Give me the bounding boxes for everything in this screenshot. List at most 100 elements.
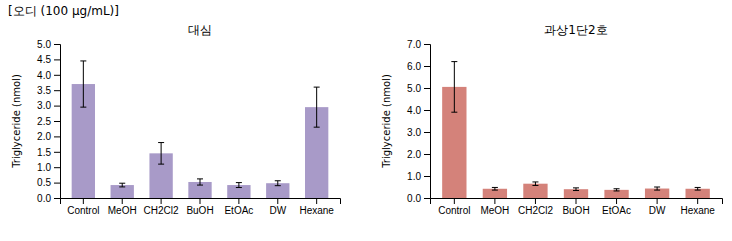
- y-tick-mark: [424, 198, 430, 199]
- error-bar-cap: [314, 87, 320, 88]
- x-tick-label: MeOH: [108, 205, 137, 216]
- x-tick: Hexane: [299, 198, 334, 216]
- y-tick-mark: [54, 198, 60, 199]
- y-tick-label: 2.0: [407, 149, 421, 160]
- x-tick-mark: [83, 198, 84, 204]
- error-bar-stem: [454, 62, 455, 113]
- x-tick-label: CH2Cl2: [518, 205, 553, 216]
- error-bar-cap: [451, 112, 457, 113]
- y-tick: 3.0: [407, 127, 430, 138]
- x-tick-label: MeOH: [480, 205, 509, 216]
- x-tick-mark: [494, 198, 495, 204]
- error-bar-cap: [492, 190, 498, 191]
- x-tick-mark: [277, 198, 278, 204]
- y-tick-label: 2.0: [37, 131, 51, 142]
- y-axis: 0.0 1.0 2.0 3.0 4.0 5.0 6.0 7.0: [407, 39, 430, 204]
- y-tick-label: 0.5: [37, 177, 51, 188]
- bar: [266, 183, 289, 198]
- x-tick-label: Control: [67, 205, 99, 216]
- error-bar-cap: [573, 190, 579, 191]
- chart-panel: 0.00.51.01.52.02.53.03.54.04.55.0Control…: [11, 23, 341, 216]
- y-tick-mark: [424, 44, 430, 45]
- x-tick-label: BuOH: [562, 205, 589, 216]
- y-tick-mark: [424, 132, 430, 133]
- y-tick: 2.5: [37, 116, 60, 127]
- x-tick-mark: [122, 198, 123, 204]
- y-tick-label: 3.0: [407, 127, 421, 138]
- x-tick: Control: [438, 198, 470, 216]
- y-tick: 2.0: [37, 131, 60, 142]
- bar: [686, 189, 710, 198]
- y-tick: 3.5: [37, 85, 60, 96]
- x-tick-label: Hexane: [680, 205, 715, 216]
- y-tick: 0.0: [37, 193, 60, 204]
- subtitle: 대심: [188, 23, 212, 37]
- y-tick-label: 4.5: [37, 54, 51, 65]
- y-tick: 6.0: [407, 61, 430, 72]
- error-bar-cap: [197, 178, 203, 179]
- x-axis: ControlMeOHCH2Cl2BuOHEtOAcDWHexane: [431, 198, 723, 216]
- y-tick: 7.0: [407, 39, 430, 50]
- x-tick-label: EtOAc: [602, 205, 631, 216]
- bar: [523, 184, 547, 198]
- bar: [483, 189, 507, 198]
- x-tick-mark: [697, 198, 698, 204]
- error-bar-cap: [158, 142, 164, 143]
- subtitle: 과상1단2호: [544, 23, 607, 37]
- y-tick: 1.0: [407, 171, 430, 182]
- error-bar-cap: [275, 185, 281, 186]
- y-tick: 5.0: [37, 39, 60, 50]
- x-tick: CH2Cl2: [518, 198, 553, 216]
- y-tick-label: 3.0: [37, 100, 51, 111]
- x-tick: EtOAc: [224, 198, 253, 216]
- x-tick: BuOH: [186, 198, 213, 216]
- y-tick-mark: [54, 121, 60, 122]
- y-tick: 0.5: [37, 177, 60, 188]
- x-tick: MeOH: [108, 198, 137, 216]
- y-tick-label: 0.0: [407, 193, 421, 204]
- x-tick: DW: [269, 198, 286, 216]
- error-bar: [119, 183, 125, 187]
- y-tick-mark: [424, 110, 430, 111]
- y-tick: 2.0: [407, 149, 430, 160]
- x-tick: EtOAc: [602, 198, 631, 216]
- y-tick-label: 4.0: [407, 105, 421, 116]
- x-tick: Control: [67, 198, 99, 216]
- x-tick-mark: [576, 198, 577, 204]
- y-tick-mark: [54, 183, 60, 184]
- error-bar-stem: [277, 181, 278, 186]
- error-bar: [236, 183, 242, 188]
- y-tick-label: 5.0: [407, 83, 421, 94]
- x-tick-label: Control: [438, 205, 470, 216]
- x-tick-mark: [535, 198, 536, 204]
- figure: [오디 (100 μg/mL)]0.00.51.01.52.02.53.03.5…: [0, 0, 732, 241]
- x-axis: ControlMeOHCH2Cl2BuOHEtOAcDWHexane: [61, 198, 341, 216]
- y-tick-mark: [424, 66, 430, 67]
- x-tick-label: BuOH: [186, 205, 213, 216]
- error-bar-cap: [451, 61, 457, 62]
- y-tick-mark: [424, 88, 430, 89]
- error-bar-stem: [122, 183, 123, 187]
- x-tick-mark: [200, 198, 201, 204]
- error-bar-cap: [695, 187, 701, 188]
- error-bar: [532, 182, 538, 186]
- x-tick-mark: [238, 198, 239, 204]
- y-tick: 1.0: [37, 162, 60, 173]
- error-bar: [275, 181, 281, 186]
- error-bar-cap: [654, 187, 660, 188]
- error-bar: [573, 188, 579, 191]
- error-bar-stem: [83, 61, 84, 107]
- plot-area: [442, 62, 710, 198]
- x-axis-line: [61, 199, 341, 205]
- x-tick-label: Hexane: [299, 205, 334, 216]
- y-tick-label: 3.5: [37, 85, 51, 96]
- error-bar: [614, 189, 620, 191]
- y-axis-title: Triglyceride (nmol): [11, 74, 22, 169]
- y-tick-label: 5.0: [37, 39, 51, 50]
- y-axis-line: [424, 45, 431, 199]
- error-bar: [492, 187, 498, 190]
- error-bar: [654, 187, 660, 190]
- y-tick-label: 1.0: [37, 162, 51, 173]
- error-bar-cap: [314, 127, 320, 128]
- y-tick: 0.0: [407, 193, 430, 204]
